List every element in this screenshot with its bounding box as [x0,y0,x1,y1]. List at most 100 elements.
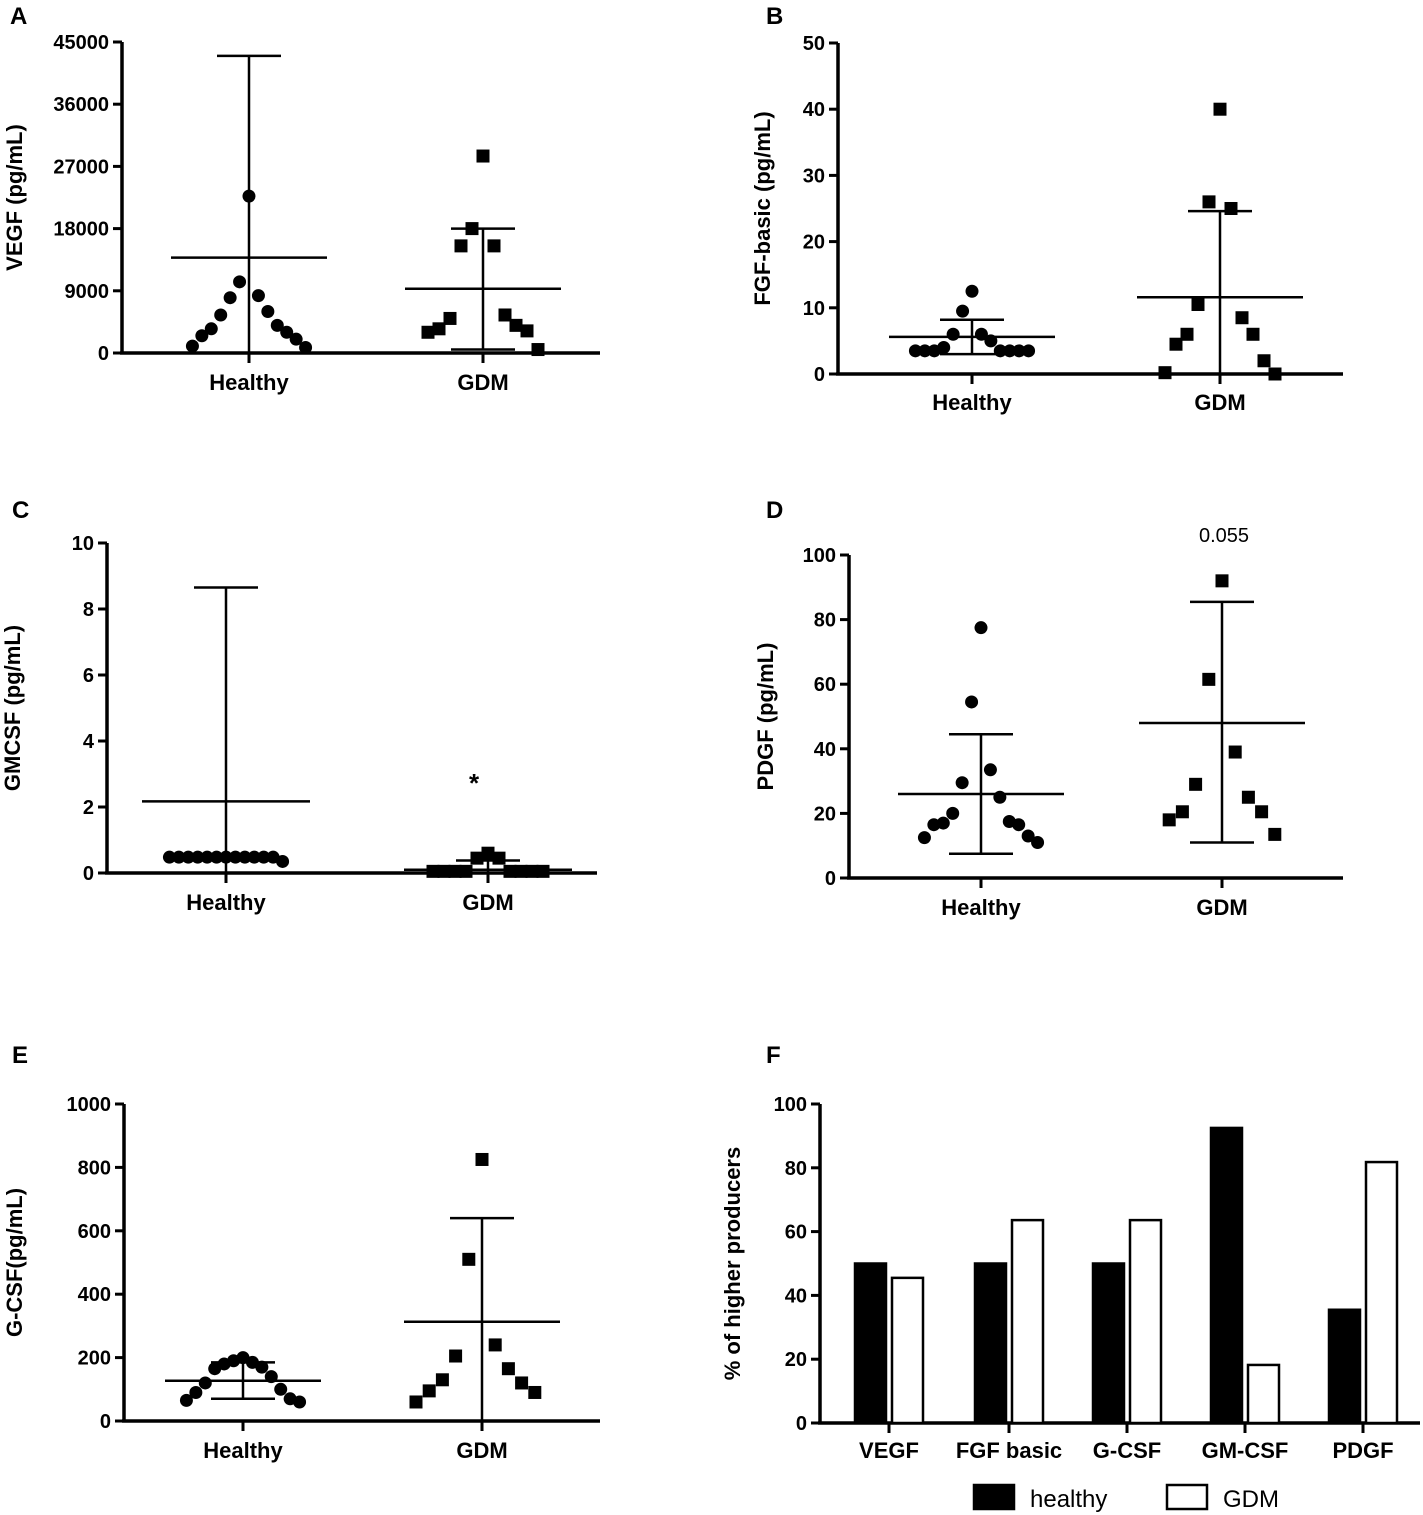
y-tick-label: 36000 [53,94,109,116]
data-point [465,222,479,236]
data-point [274,1382,288,1396]
data-point [1268,367,1282,381]
data-point [498,308,512,322]
data-point [454,239,468,253]
data-point [1022,344,1036,358]
x-category-label: Healthy [209,370,289,395]
panel-letter: A [10,3,27,30]
data-point [531,343,545,357]
data-point [421,325,435,339]
data-point [233,275,247,289]
data-point [443,311,457,325]
data-point [437,864,451,878]
data-point [946,806,960,820]
y-tick-label: 0 [796,1413,807,1435]
data-point [242,189,256,203]
data-point [238,850,252,864]
data-point [204,322,218,336]
y-tick-label: 800 [78,1157,111,1179]
panel-letter: E [12,1042,28,1069]
panel-e: E 0 200 400 600 800 1000 Healthy GDM G-CSF(pg/mL) [2,1042,600,1463]
y-tick-label: 8 [83,599,94,621]
data-point [487,239,501,253]
data-point [264,1370,278,1384]
y-tick-label: 45000 [53,32,109,54]
y-tick-label: 40 [803,99,825,121]
panel-letter: B [766,3,783,30]
legend-label: healthy [1030,1486,1107,1513]
data-point [515,1376,529,1390]
data-point [536,864,550,878]
panel-c: C 0 2 4 6 8 10 Healthy GDM GMCSF (pg/mL) * [0,497,597,915]
data-point [191,850,205,864]
y-tick-label: 20 [814,803,836,825]
data-point [1180,327,1194,341]
data-point [918,344,932,358]
bar-gdm [1010,1218,1045,1425]
y-tick-label: 0 [98,343,109,365]
y-tick-label: 50 [803,33,825,55]
data-point [426,864,440,878]
y-tick-label: 27000 [53,156,109,178]
data-point [983,763,997,777]
group-healthy [142,586,310,875]
data-point [208,1362,222,1376]
data-point [185,339,199,353]
data-point [299,340,313,354]
data-point [462,1252,476,1266]
data-point [280,325,294,339]
data-point [1257,354,1271,368]
data-point [432,322,446,336]
y-tick-label: 60 [785,1222,807,1244]
data-point [449,1349,463,1363]
data-point [228,850,242,864]
y-tick-label: 40 [814,739,836,761]
group-gdm [404,846,572,878]
x-category-label: GDM [457,370,508,395]
x-category-label: Healthy [203,1438,283,1463]
data-point [1169,337,1183,351]
bar-gdm [1364,1160,1399,1425]
data-point [993,344,1007,358]
legend-label: GDM [1223,1486,1279,1513]
y-tick-label: 0 [825,868,836,890]
data-point [1189,777,1203,791]
x-category-label: VEGF [859,1438,919,1463]
data-point [257,850,271,864]
y-tick-label: 0 [814,364,825,386]
data-point [448,864,462,878]
data-point [917,831,931,845]
data-point [908,344,922,358]
y-tick-label: 10 [803,298,825,320]
x-category-label: Healthy [186,890,266,915]
data-point [974,621,988,635]
y-tick-label: 20 [803,232,825,254]
legend-swatch-healthy [972,1483,1016,1511]
legend-swatch-gdm [1165,1483,1209,1511]
data-point [1255,805,1269,819]
y-tick-label: 100 [803,545,836,567]
y-tick-label: 20 [785,1349,807,1371]
data-point [927,818,941,832]
x-category-label: Healthy [932,390,1012,415]
data-point [200,850,214,864]
data-point [1031,835,1045,849]
data-point [210,850,224,864]
data-point [1175,805,1189,819]
data-point [1268,827,1282,841]
y-axis-label: FGF-basic (pg/mL) [750,111,775,305]
data-point [409,1395,423,1409]
data-point [219,850,233,864]
data-point [501,1362,515,1376]
y-tick-label: 9000 [65,281,110,303]
bar-gdm [890,1276,925,1425]
data-point [255,1360,269,1374]
data-point [172,850,186,864]
p-value-annotation: 0.055 [1199,525,1249,547]
x-category-label: GDM [462,890,513,915]
data-point [993,790,1007,804]
y-tick-label: 0 [100,1411,111,1433]
data-point [481,846,495,860]
data-point [927,344,941,358]
group-gdm [1139,574,1305,844]
